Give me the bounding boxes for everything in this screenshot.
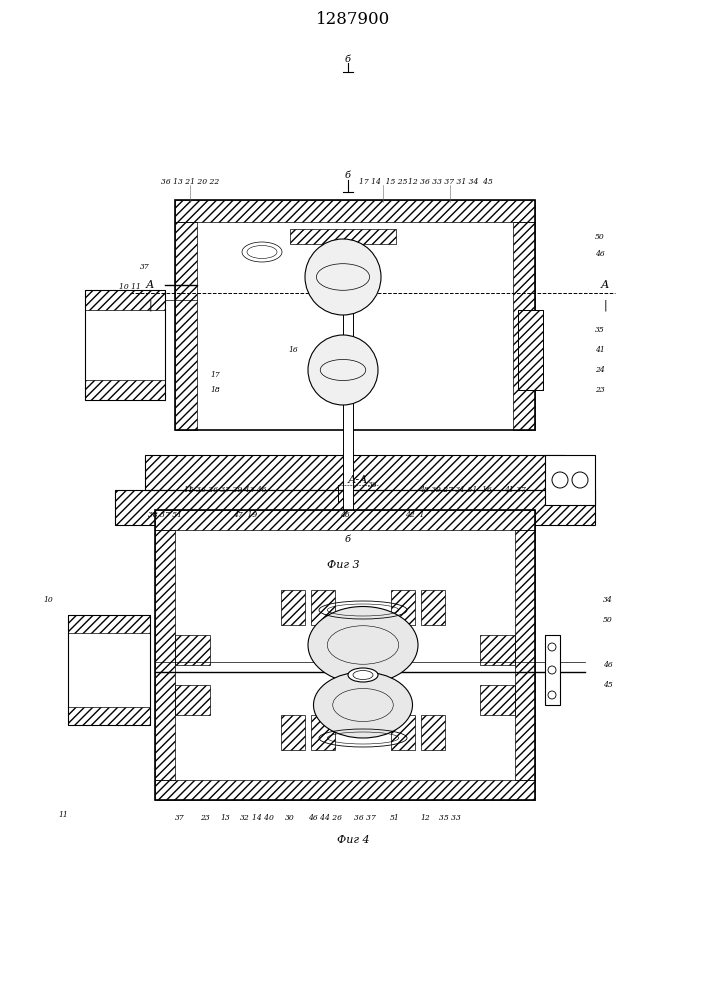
Text: 15 36 26 37 29 43 46: 15 36 26 37 29 43 46: [184, 486, 267, 494]
Text: 32: 32: [240, 814, 250, 822]
Text: б: б: [345, 170, 351, 180]
Bar: [281, 715, 305, 750]
Text: 35 33: 35 33: [439, 814, 461, 822]
Bar: [175, 635, 210, 665]
Text: 18: 18: [210, 386, 220, 394]
Bar: [85, 290, 165, 310]
Text: 41: 41: [595, 346, 604, 354]
Bar: [155, 510, 535, 800]
Bar: [518, 310, 543, 390]
Text: б: б: [345, 536, 351, 544]
Bar: [290, 229, 396, 244]
Bar: [175, 200, 535, 222]
Text: 37: 37: [175, 814, 185, 822]
Bar: [515, 530, 535, 780]
Text: 23: 23: [200, 814, 210, 822]
Bar: [545, 635, 560, 705]
Ellipse shape: [313, 672, 412, 738]
Bar: [68, 615, 150, 633]
Text: 13: 13: [220, 814, 230, 822]
Bar: [85, 290, 165, 400]
Bar: [421, 590, 445, 625]
Text: 41 37: 41 37: [504, 486, 526, 494]
Bar: [344, 525, 352, 575]
Bar: [391, 715, 415, 750]
Text: А: А: [146, 280, 154, 290]
Text: 47  19: 47 19: [233, 511, 257, 519]
Text: 45: 45: [603, 681, 613, 689]
Text: 38 37 51: 38 37 51: [148, 511, 182, 519]
Text: 1: 1: [187, 486, 192, 494]
Ellipse shape: [348, 668, 378, 682]
Text: б: б: [345, 55, 351, 64]
Bar: [518, 310, 543, 390]
Bar: [480, 635, 515, 665]
Text: 11: 11: [58, 811, 68, 819]
Bar: [281, 590, 305, 625]
Bar: [421, 715, 445, 750]
Text: 51: 51: [390, 814, 400, 822]
Bar: [85, 380, 165, 400]
Bar: [68, 707, 150, 725]
Bar: [311, 715, 335, 750]
Bar: [115, 490, 595, 525]
Text: 48 39 27 31 51  16: 48 39 27 31 51 16: [419, 486, 491, 494]
Text: 46: 46: [595, 250, 604, 258]
Circle shape: [548, 691, 556, 699]
Text: 42  1: 42 1: [405, 511, 425, 519]
Text: 46: 46: [340, 511, 350, 519]
Bar: [513, 222, 535, 430]
Text: |: |: [603, 299, 607, 311]
Bar: [175, 222, 197, 430]
Text: А-А: А-А: [348, 475, 368, 485]
Text: 46 44 26: 46 44 26: [308, 814, 342, 822]
Text: 1287900: 1287900: [316, 11, 390, 28]
Text: А: А: [601, 280, 609, 290]
Circle shape: [572, 472, 588, 488]
Circle shape: [548, 666, 556, 674]
Bar: [391, 590, 415, 625]
Bar: [155, 780, 535, 800]
Ellipse shape: [305, 239, 381, 315]
Text: Фиг 3: Фиг 3: [327, 560, 359, 570]
Text: 17: 17: [210, 371, 220, 379]
Bar: [145, 455, 565, 490]
Text: 12: 12: [420, 814, 430, 822]
Text: 37: 37: [140, 263, 150, 271]
Bar: [175, 685, 210, 715]
Text: 50: 50: [595, 233, 604, 241]
Text: 46: 46: [603, 661, 613, 669]
Text: 23: 23: [595, 386, 604, 394]
Ellipse shape: [308, 335, 378, 405]
Text: 16: 16: [288, 346, 298, 354]
Text: 14 40: 14 40: [252, 814, 274, 822]
Bar: [155, 530, 175, 780]
Bar: [68, 615, 150, 725]
Bar: [175, 200, 535, 430]
Text: |: |: [148, 299, 152, 311]
Text: 36 13 21 20 22: 36 13 21 20 22: [161, 178, 219, 186]
Bar: [480, 685, 515, 715]
Ellipse shape: [308, 606, 418, 684]
Text: 10: 10: [43, 596, 53, 604]
Text: 50: 50: [603, 616, 613, 624]
Text: 36: 36: [368, 481, 378, 489]
Text: 12 36 33 37 31 34  45: 12 36 33 37 31 34 45: [407, 178, 493, 186]
Text: 36 37: 36 37: [354, 814, 376, 822]
Text: 34: 34: [603, 596, 613, 604]
Circle shape: [552, 472, 568, 488]
Text: 17 14  15 25: 17 14 15 25: [358, 178, 407, 186]
Bar: [343, 305, 353, 525]
Circle shape: [548, 643, 556, 651]
Text: 10 11: 10 11: [119, 283, 141, 291]
Text: 30: 30: [285, 814, 295, 822]
Bar: [155, 510, 535, 530]
Text: 35: 35: [595, 326, 604, 334]
Bar: [311, 590, 335, 625]
Text: 24: 24: [595, 366, 604, 374]
Bar: [545, 455, 595, 505]
Text: Фиг 4: Фиг 4: [337, 835, 369, 845]
